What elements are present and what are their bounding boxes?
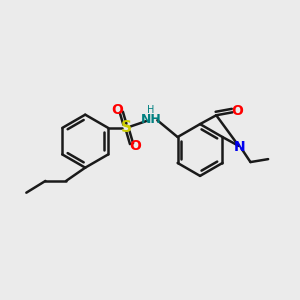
Text: N: N <box>233 140 245 154</box>
Text: O: O <box>231 104 243 118</box>
Text: O: O <box>112 103 124 117</box>
Text: NH: NH <box>141 113 162 126</box>
Text: O: O <box>129 139 141 153</box>
Text: H: H <box>147 105 155 115</box>
Text: S: S <box>121 120 132 135</box>
